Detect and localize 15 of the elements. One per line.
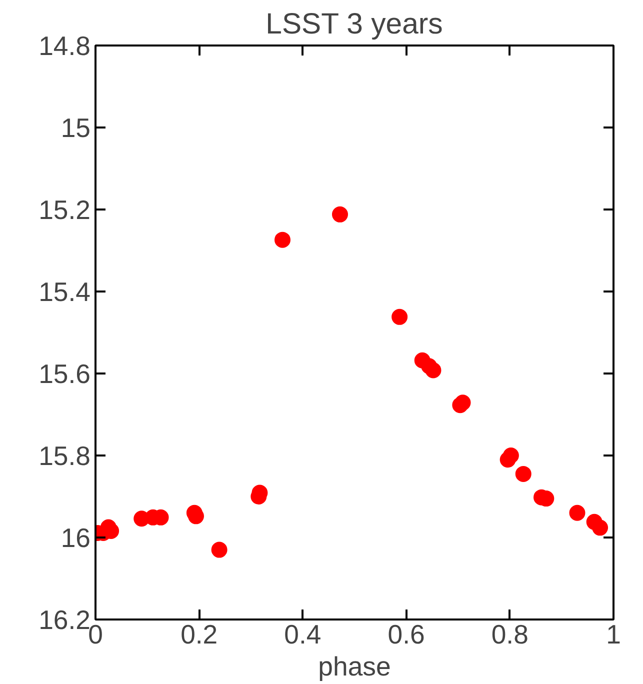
y-tick-label: 14.8 <box>38 31 91 61</box>
y-tick-label: 15 <box>60 113 91 143</box>
x-tick-label: 1 <box>606 620 621 650</box>
y-tick-label: 15.2 <box>38 195 91 225</box>
y-tick-label: 16 <box>60 523 91 553</box>
x-axis-title: phase <box>318 652 391 682</box>
x-tick-label: 0.2 <box>180 620 218 650</box>
y-tick-label: 15.8 <box>38 441 91 471</box>
x-tick-label: 0 <box>88 620 103 650</box>
x-tick-label: 0.4 <box>284 620 322 650</box>
x-tick-label: 0.8 <box>491 620 528 650</box>
chart-title: LSST 3 years <box>266 8 443 40</box>
y-tick-label: 15.6 <box>38 359 91 389</box>
x-tick-label: 0.6 <box>388 620 425 650</box>
y-tick-label: 15.4 <box>38 277 91 307</box>
